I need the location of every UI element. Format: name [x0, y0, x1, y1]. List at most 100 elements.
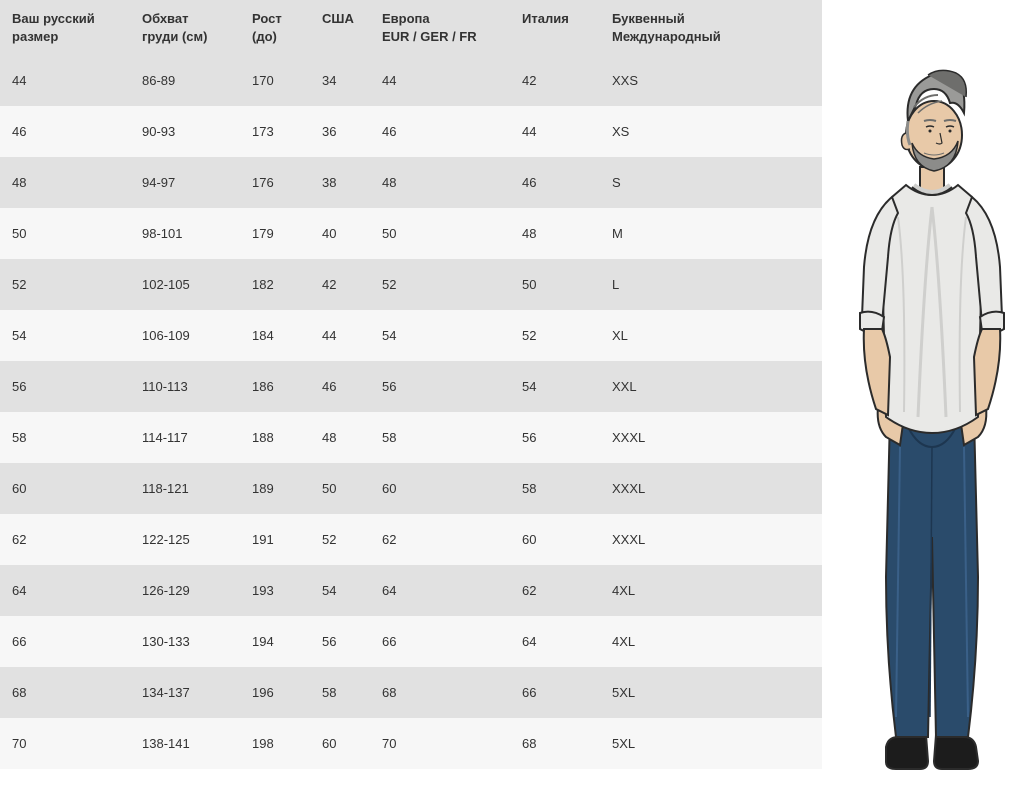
table-cell: 36	[310, 106, 370, 157]
table-row: 5098-101179405048M	[0, 208, 822, 259]
table-cell: XS	[600, 106, 822, 157]
table-cell: 68	[370, 667, 510, 718]
table-cell: 44	[510, 106, 600, 157]
column-header: США	[310, 0, 370, 55]
table-cell: 90-93	[130, 106, 240, 157]
table-cell: 94-97	[130, 157, 240, 208]
size-table-container: Ваш русскийразмерОбхватгруди (см)Рост(до…	[0, 0, 822, 794]
table-cell: 44	[0, 55, 130, 106]
table-cell: 126-129	[130, 565, 240, 616]
table-cell: L	[600, 259, 822, 310]
table-row: 66130-1331945666644XL	[0, 616, 822, 667]
table-cell: XXXL	[600, 463, 822, 514]
table-cell: 66	[370, 616, 510, 667]
table-cell: 34	[310, 55, 370, 106]
table-cell: 52	[0, 259, 130, 310]
table-cell: 50	[310, 463, 370, 514]
table-row: 60118-121189506058XXXL	[0, 463, 822, 514]
male-model-icon	[828, 17, 1028, 777]
table-cell: 52	[310, 514, 370, 565]
table-cell: 130-133	[130, 616, 240, 667]
table-cell: 138-141	[130, 718, 240, 769]
table-cell: 58	[0, 412, 130, 463]
table-cell: 62	[510, 565, 600, 616]
table-cell: 48	[510, 208, 600, 259]
table-row: 62122-125191526260XXXL	[0, 514, 822, 565]
table-cell: 46	[310, 361, 370, 412]
size-table: Ваш русскийразмерОбхватгруди (см)Рост(до…	[0, 0, 822, 769]
table-cell: 54	[370, 310, 510, 361]
table-cell: 58	[510, 463, 600, 514]
size-table-head: Ваш русскийразмерОбхватгруди (см)Рост(до…	[0, 0, 822, 55]
table-cell: 54	[0, 310, 130, 361]
table-cell: 184	[240, 310, 310, 361]
column-header: ЕвропаEUR / GER / FR	[370, 0, 510, 55]
column-header: Италия	[510, 0, 600, 55]
table-cell: 40	[310, 208, 370, 259]
table-cell: 179	[240, 208, 310, 259]
table-cell: XXXL	[600, 514, 822, 565]
header-line1: Ваш русский	[12, 10, 122, 28]
table-cell: 50	[510, 259, 600, 310]
table-row: 64126-1291935464624XL	[0, 565, 822, 616]
table-cell: 114-117	[130, 412, 240, 463]
table-cell: 66	[510, 667, 600, 718]
table-cell: 52	[370, 259, 510, 310]
column-header: Рост(до)	[240, 0, 310, 55]
table-cell: 134-137	[130, 667, 240, 718]
table-cell: 186	[240, 361, 310, 412]
table-cell: 70	[370, 718, 510, 769]
table-cell: 191	[240, 514, 310, 565]
header-line1: Рост	[252, 10, 302, 28]
header-line1: США	[322, 10, 362, 28]
table-cell: XXS	[600, 55, 822, 106]
table-cell: 64	[0, 565, 130, 616]
table-cell: 196	[240, 667, 310, 718]
size-table-body: 4486-89170344442XXS4690-93173364644XS489…	[0, 55, 822, 769]
header-line2: Международный	[612, 28, 814, 46]
table-cell: 56	[370, 361, 510, 412]
table-cell: 102-105	[130, 259, 240, 310]
header-line2: размер	[12, 28, 122, 46]
table-cell: 189	[240, 463, 310, 514]
table-row: 68134-1371965868665XL	[0, 667, 822, 718]
header-line2: груди (см)	[142, 28, 232, 46]
table-row: 4486-89170344442XXS	[0, 55, 822, 106]
table-cell: 46	[370, 106, 510, 157]
table-row: 56110-113186465654XXL	[0, 361, 822, 412]
table-cell: 173	[240, 106, 310, 157]
table-cell: 48	[0, 157, 130, 208]
table-cell: 58	[310, 667, 370, 718]
table-row: 54106-109184445452XL	[0, 310, 822, 361]
table-cell: 176	[240, 157, 310, 208]
table-cell: 110-113	[130, 361, 240, 412]
header-line2: EUR / GER / FR	[382, 28, 502, 46]
table-cell: 60	[510, 514, 600, 565]
table-cell: 44	[310, 310, 370, 361]
table-row: 70138-1411986070685XL	[0, 718, 822, 769]
table-cell: XXL	[600, 361, 822, 412]
column-header: БуквенныйМеждународный	[600, 0, 822, 55]
table-cell: 44	[370, 55, 510, 106]
table-cell: 46	[0, 106, 130, 157]
table-cell: 50	[0, 208, 130, 259]
table-cell: S	[600, 157, 822, 208]
table-cell: 122-125	[130, 514, 240, 565]
table-cell: M	[600, 208, 822, 259]
table-cell: 5XL	[600, 718, 822, 769]
table-cell: 56	[0, 361, 130, 412]
table-cell: 194	[240, 616, 310, 667]
header-line1: Италия	[522, 10, 592, 28]
table-row: 4690-93173364644XS	[0, 106, 822, 157]
table-row: 4894-97176384846S	[0, 157, 822, 208]
table-cell: 52	[510, 310, 600, 361]
table-cell: 66	[0, 616, 130, 667]
model-figure	[822, 0, 1033, 794]
table-cell: XL	[600, 310, 822, 361]
table-cell: 60	[370, 463, 510, 514]
table-cell: 118-121	[130, 463, 240, 514]
table-cell: 60	[310, 718, 370, 769]
table-cell: 86-89	[130, 55, 240, 106]
table-cell: 46	[510, 157, 600, 208]
table-cell: 198	[240, 718, 310, 769]
